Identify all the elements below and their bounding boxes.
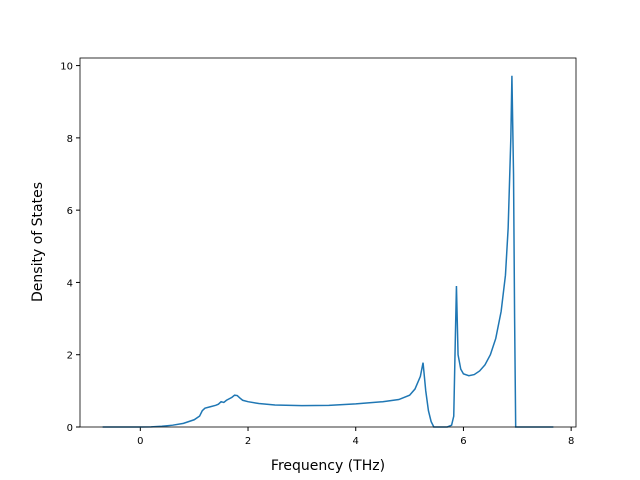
y-tick-label: 2	[67, 351, 73, 362]
x-axis-label: Frequency (THz)	[271, 458, 385, 474]
x-tick-label: 6	[460, 436, 466, 447]
data-line	[102, 75, 554, 428]
x-tick-label: 4	[353, 436, 359, 447]
x-tick-label: 0	[137, 436, 143, 447]
y-tick-label: 8	[67, 134, 73, 145]
y-axis-label: Density of States	[30, 182, 46, 302]
y-tick-label: 6	[67, 206, 73, 217]
y-tick-label: 4	[67, 278, 73, 289]
plot-frame	[79, 57, 577, 428]
y-tick-label: 0	[67, 423, 73, 434]
x-tick-label: 8	[568, 436, 574, 447]
x-tick-label: 2	[245, 436, 251, 447]
y-tick-label: 10	[60, 62, 73, 73]
